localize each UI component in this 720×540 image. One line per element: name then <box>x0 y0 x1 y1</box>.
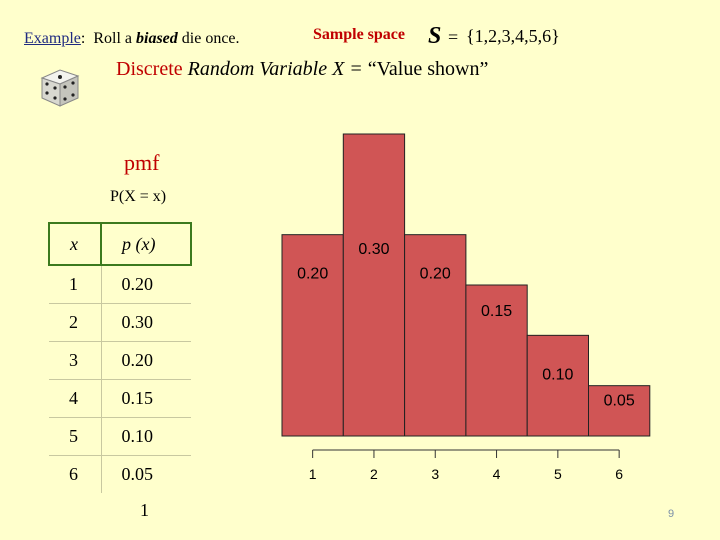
table-row: 4 0.15 <box>49 379 191 418</box>
row-px: 0.05 <box>121 464 154 484</box>
probability-sum: 1 <box>140 500 149 520</box>
bar-3 <box>404 234 467 437</box>
x-tick-label: 2 <box>370 466 378 482</box>
example-colon: : <box>80 30 86 47</box>
table-row: 6 0.05 <box>49 455 191 493</box>
row-px: 0.30 <box>101 303 191 342</box>
table-row: 2 0.30 <box>49 303 191 342</box>
row-x: 3 <box>49 341 102 380</box>
bar-2 <box>342 133 406 437</box>
bar-value-label: 0.30 <box>358 241 389 258</box>
random-variable-definition: Discrete Random Variable X = “Value show… <box>116 58 488 81</box>
page-number: 9 <box>668 508 675 520</box>
example-text-2: die once. <box>181 30 240 47</box>
header-px: p (x) <box>100 222 192 266</box>
x-tick-label: 1 <box>309 466 317 482</box>
row-x: 2 <box>49 303 102 342</box>
x-tick-label: 5 <box>554 466 562 482</box>
bar-value-label: 0.05 <box>604 393 635 410</box>
x-tick-label: 4 <box>493 466 501 482</box>
header-x: x <box>48 222 102 266</box>
dice-icon <box>40 69 80 107</box>
pmf-table-header: x p (x) <box>48 222 192 266</box>
x-tick-label: 3 <box>431 466 439 482</box>
row-px: 0.20 <box>101 341 191 380</box>
bar-6 <box>588 385 651 437</box>
example-text-1: Roll a <box>93 30 132 47</box>
pmf-formula: P(X = x) <box>110 188 167 205</box>
sample-space-equals: = <box>448 27 459 47</box>
bar-1 <box>281 234 344 437</box>
table-row: 3 0.20 <box>49 341 191 380</box>
bar-4 <box>465 284 528 437</box>
example-emphasis: biased <box>136 30 178 47</box>
rv-definition-text: Random Variable X = <box>187 58 363 80</box>
bar-value-label: 0.20 <box>420 266 451 283</box>
row-x: 6 <box>49 455 102 493</box>
example-label: Example <box>24 30 81 47</box>
x-tick-label: 6 <box>615 466 623 482</box>
table-row: 1 0.20 <box>49 265 191 304</box>
row-px: 0.20 <box>101 265 191 304</box>
row-x: 4 <box>49 379 102 418</box>
sample-space-set: {1,2,3,4,5,6} <box>466 26 560 46</box>
pmf-label: pmf <box>124 150 160 175</box>
row-px: 0.15 <box>101 379 191 418</box>
row-x: 5 <box>49 417 102 456</box>
bar-5 <box>526 334 590 437</box>
bar-value-label: 0.15 <box>481 303 512 320</box>
table-row: 5 0.10 <box>49 417 191 456</box>
row-px: 0.10 <box>101 417 191 456</box>
sample-space-label: Sample space <box>313 26 405 43</box>
rv-discrete-word: Discrete <box>116 58 183 80</box>
bar-value-label: 0.10 <box>542 366 573 383</box>
row-x: 1 <box>49 265 102 304</box>
bar-value-label: 0.20 <box>297 266 328 283</box>
rv-quote-text: “Value shown” <box>367 58 489 80</box>
example-statement: Example: Roll a biased die once. <box>24 30 240 48</box>
sample-space-symbol: S <box>428 23 442 49</box>
